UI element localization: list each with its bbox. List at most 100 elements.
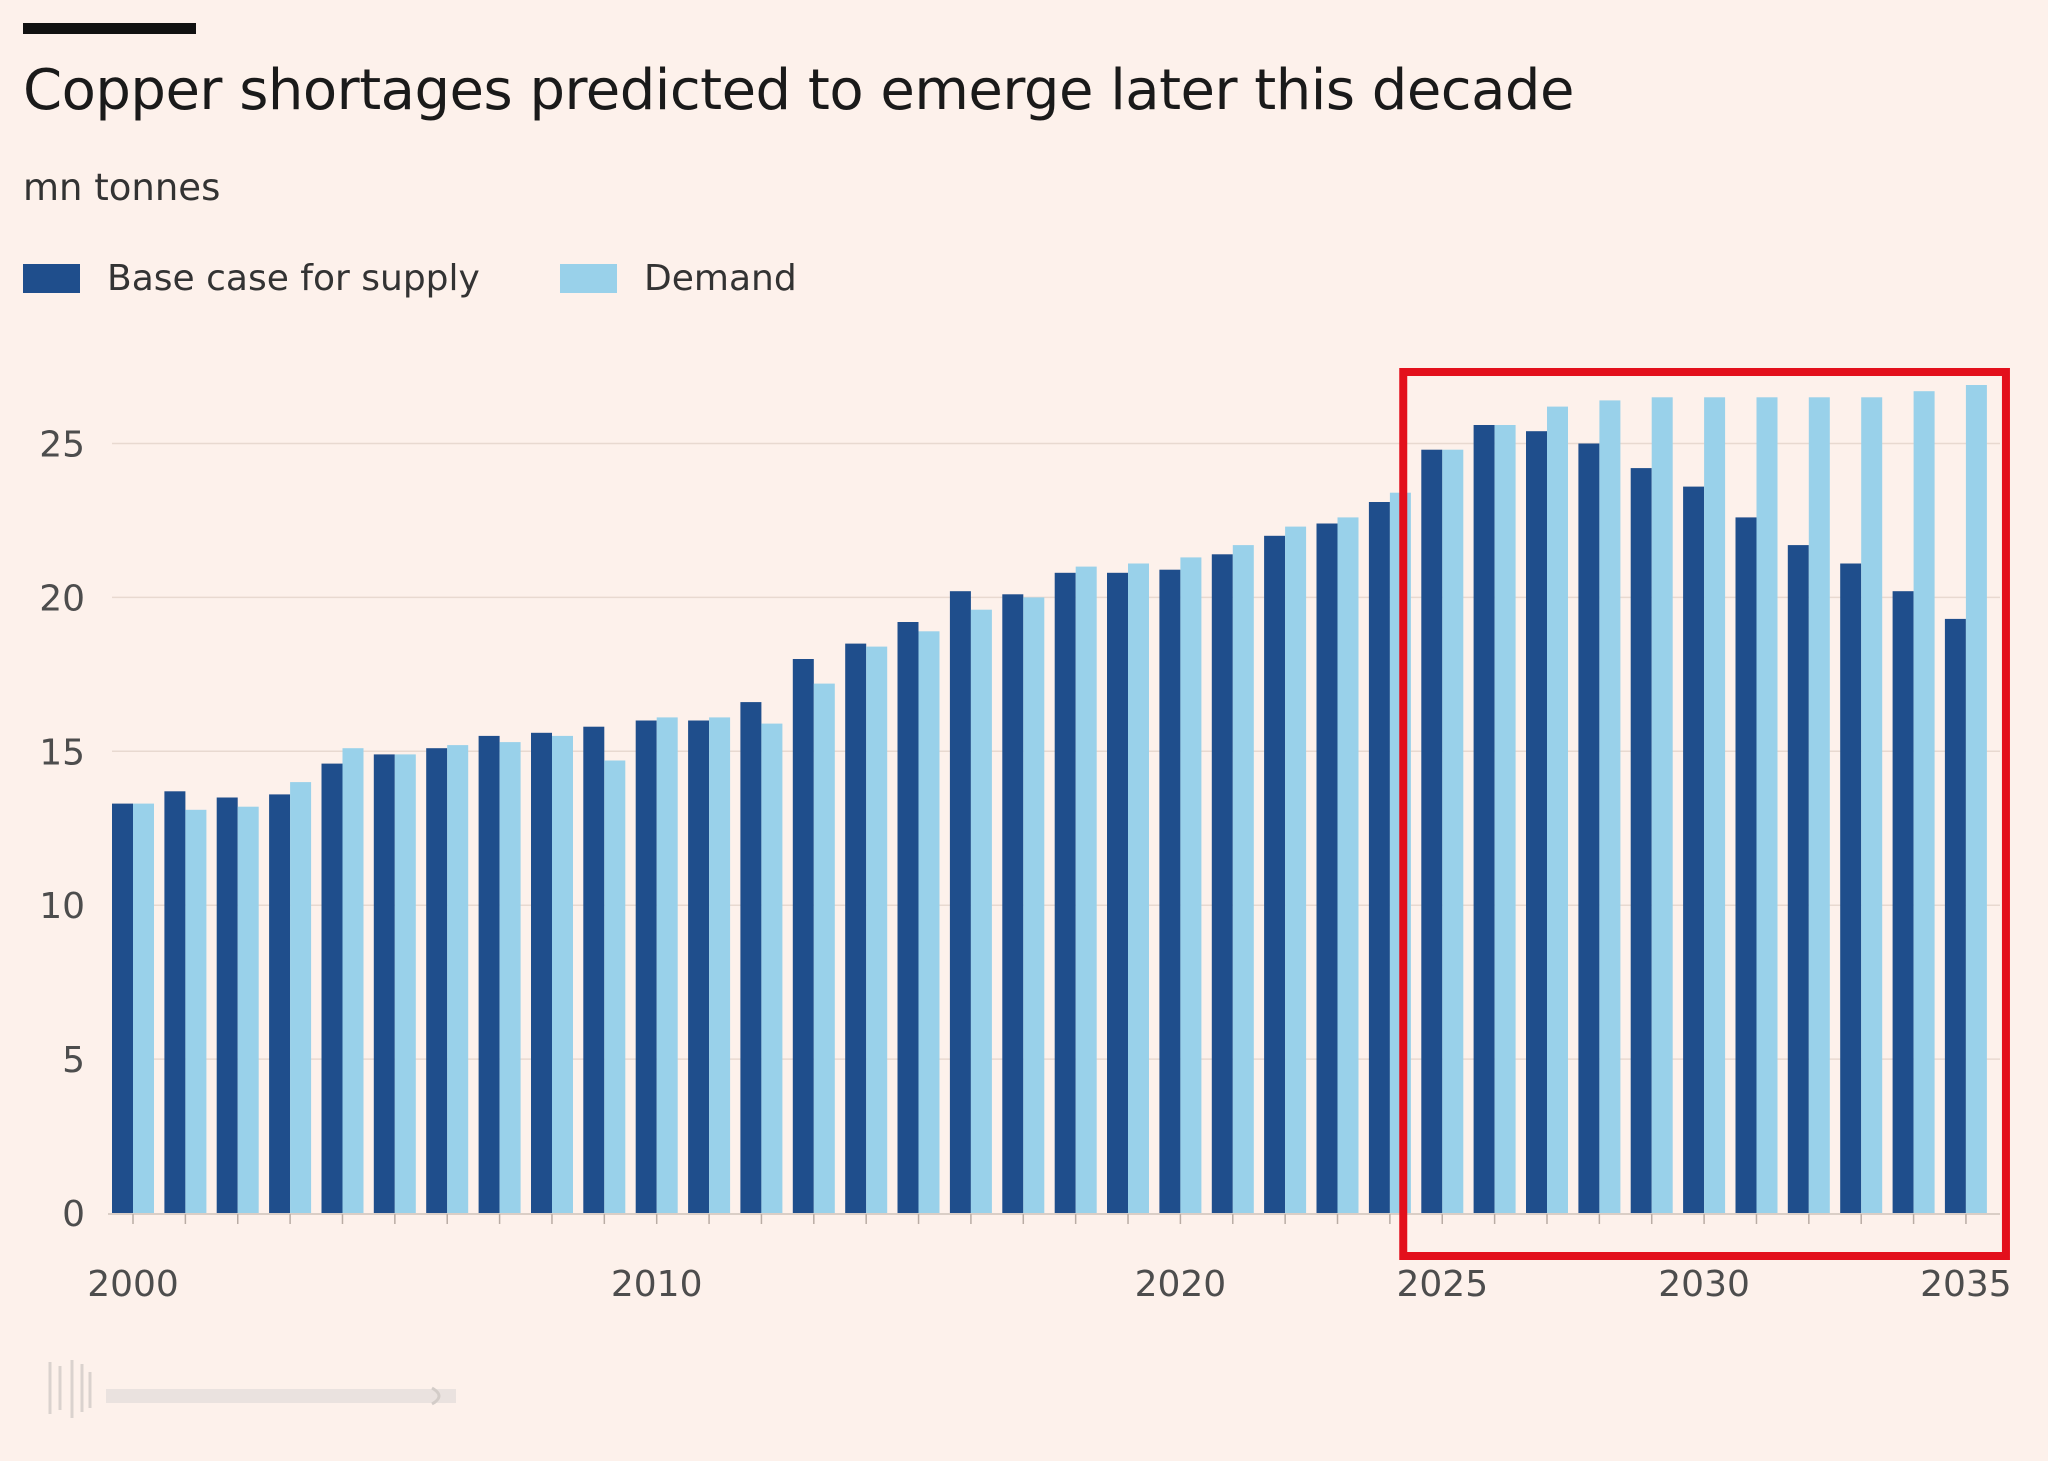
bar-supply-2018 (1054, 572, 1076, 1213)
y-tick-label-10: 10 (39, 886, 85, 927)
bar-demand-2020 (1180, 557, 1202, 1213)
legend-label-demand: Demand (644, 258, 797, 299)
legend-swatch-supply (23, 264, 80, 293)
bar-supply-2021 (1211, 554, 1233, 1213)
bar-demand-2010 (656, 717, 678, 1213)
bar-demand-2019 (1128, 563, 1149, 1213)
bar-supply-2029 (1630, 468, 1652, 1214)
bar-demand-2025 (1442, 449, 1464, 1213)
bar-demand-2011 (709, 717, 731, 1213)
bar-demand-2034 (1913, 391, 1935, 1213)
bar-supply-2025 (1421, 449, 1443, 1213)
bar-demand-2003 (290, 782, 312, 1213)
bar-supply-2020 (1159, 569, 1181, 1213)
bar-demand-2012 (761, 723, 783, 1213)
x-tick-label-2030: 2030 (1658, 1264, 1750, 1305)
bar-demand-2001 (185, 809, 207, 1213)
title-rule (23, 23, 196, 34)
bar-demand-2033 (1861, 397, 1883, 1213)
bar-demand-2008 (552, 735, 573, 1213)
bar-demand-2016 (970, 609, 992, 1213)
x-tick-label-2025: 2025 (1396, 1264, 1488, 1305)
bar-supply-2034 (1892, 591, 1914, 1213)
bar-demand-2032 (1808, 397, 1830, 1213)
bar-demand-2004 (342, 748, 364, 1213)
highlight-box (1399, 368, 2010, 1260)
bar-demand-2029 (1651, 397, 1673, 1213)
bar-demand-2006 (447, 745, 469, 1213)
bar-supply-2023 (1316, 523, 1338, 1213)
bar-supply-2035 (1944, 618, 1966, 1213)
bar-demand-2013 (813, 683, 835, 1213)
bar-supply-2019 (1107, 572, 1128, 1213)
bar-supply-2028 (1578, 443, 1600, 1213)
bar-supply-2008 (531, 732, 552, 1213)
bar-supply-2027 (1526, 431, 1547, 1213)
bar-supply-2004 (321, 763, 343, 1213)
bar-supply-2026 (1473, 425, 1495, 1213)
y-tick-label-15: 15 (39, 732, 85, 773)
bar-demand-2035 (1965, 385, 1987, 1213)
bar-demand-2023 (1337, 517, 1359, 1213)
bar-supply-2030 (1683, 486, 1705, 1214)
bar-supply-2024 (1368, 502, 1390, 1213)
bar-demand-2005 (394, 754, 416, 1213)
y-tick-label-0: 0 (62, 1194, 85, 1235)
y-tick-label-5: 5 (62, 1040, 85, 1081)
x-tick-label-2010: 2010 (611, 1264, 703, 1305)
bar-supply-2001 (164, 791, 186, 1213)
bar-supply-2017 (1002, 594, 1024, 1213)
bar-demand-2018 (1075, 566, 1097, 1213)
legend-swatch-demand (560, 264, 617, 293)
x-axis (108, 1213, 2000, 1224)
legend-item-supply: Base case for supply (23, 258, 480, 299)
y-axis-labels: 0 5 10 15 20 25 (39, 425, 85, 1236)
legend-item-demand: Demand (560, 258, 797, 299)
chart-title: Copper shortages predicted to emerge lat… (23, 58, 1574, 123)
x-axis-labels: 2000 2010 2020 2025 2030 2035 (87, 1264, 2012, 1305)
bar-supply-2003 (269, 794, 291, 1213)
bar-supply-2002 (216, 797, 238, 1213)
bar-supply-2015 (897, 622, 919, 1213)
bar-demand-2014 (866, 646, 888, 1213)
legend-label-supply: Base case for supply (107, 258, 480, 299)
bar-supply-2032 (1787, 545, 1809, 1213)
bar-supply-2009 (583, 726, 605, 1213)
y-tick-label-20: 20 (39, 578, 85, 619)
bar-supply-2016 (949, 591, 971, 1213)
bar-supply-2006 (426, 748, 448, 1213)
bar-supply-2000 (112, 803, 133, 1213)
bars (112, 385, 1987, 1214)
bar-supply-2007 (478, 735, 500, 1213)
x-tick-label-2020: 2020 (1135, 1264, 1227, 1305)
bar-demand-2026 (1494, 425, 1516, 1213)
bar-demand-2000 (133, 803, 154, 1213)
bar-supply-2013 (792, 659, 814, 1213)
bar-demand-2007 (499, 742, 521, 1213)
bar-supply-2011 (688, 720, 710, 1213)
bar-demand-2002 (237, 806, 259, 1213)
bar-supply-2005 (373, 754, 395, 1213)
bar-demand-2017 (1023, 597, 1045, 1213)
chart-subtitle: mn tonnes (23, 166, 221, 209)
faded-logo-watermark (48, 1360, 456, 1418)
bar-supply-2022 (1264, 535, 1286, 1213)
bar-supply-2010 (635, 720, 657, 1213)
x-tick-label-2035: 2035 (1920, 1264, 2012, 1305)
bar-demand-2027 (1547, 406, 1568, 1214)
bar-demand-2015 (918, 631, 940, 1213)
bar-demand-2031 (1756, 397, 1778, 1213)
bar-supply-2031 (1735, 517, 1757, 1213)
bar-demand-2022 (1285, 526, 1307, 1213)
bar-supply-2014 (845, 643, 867, 1213)
bar-demand-2028 (1599, 400, 1621, 1213)
bar-demand-2009 (604, 760, 626, 1213)
x-tick-label-2000: 2000 (87, 1264, 179, 1305)
bar-demand-2021 (1232, 545, 1254, 1213)
annotations (1399, 368, 2010, 1260)
bar-supply-2033 (1840, 563, 1862, 1213)
bar-supply-2012 (740, 702, 762, 1213)
bar-demand-2030 (1704, 397, 1726, 1213)
y-tick-label-25: 25 (39, 425, 85, 466)
